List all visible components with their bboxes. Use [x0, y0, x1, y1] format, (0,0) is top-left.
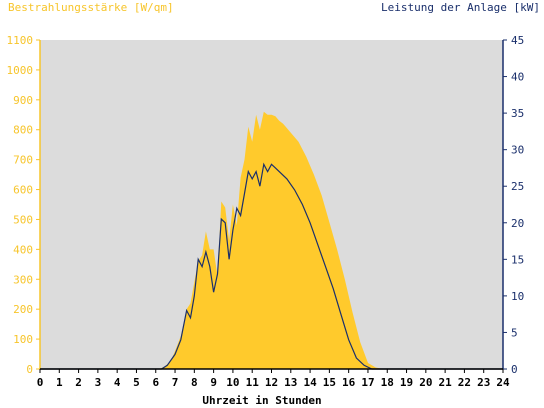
x-tick-label: 10	[226, 376, 239, 389]
x-tick-label: 19	[400, 376, 413, 389]
x-tick-label: 11	[246, 376, 260, 389]
right-tick-label: 40	[511, 71, 524, 84]
right-tick-label: 20	[511, 217, 524, 230]
x-tick-label: 0	[37, 376, 44, 389]
left-tick-label: 600	[13, 184, 33, 197]
right-tick-label: 5	[511, 326, 518, 339]
right-tick-label: 15	[511, 253, 524, 266]
x-axis-label: Uhrzeit in Stunden	[202, 394, 321, 407]
x-tick-label: 2	[75, 376, 82, 389]
x-tick-label: 21	[439, 376, 453, 389]
left-tick-label: 700	[13, 154, 33, 167]
x-tick-label: 16	[342, 376, 356, 389]
left-tick-label: 900	[13, 94, 33, 107]
left-tick-label: 1000	[7, 64, 34, 77]
right-axis-title: Leistung der Anlage [kW]	[381, 1, 540, 14]
x-tick-label: 22	[458, 376, 471, 389]
x-tick-label: 9	[210, 376, 217, 389]
right-tick-label: 35	[511, 107, 524, 120]
left-tick-label: 1100	[7, 34, 34, 47]
irradiance-area	[40, 111, 503, 370]
x-tick-label: 5	[133, 376, 140, 389]
left-tick-label: 200	[13, 303, 33, 316]
power-line	[40, 162, 503, 370]
left-tick-label: 0	[26, 363, 33, 376]
x-tick-label: 3	[95, 376, 102, 389]
x-tick-label: 13	[284, 376, 297, 389]
left-tick-label: 500	[13, 213, 33, 226]
x-tick-label: 8	[191, 376, 198, 389]
x-tick-label: 20	[419, 376, 432, 389]
x-tick-label: 17	[361, 376, 374, 389]
x-tick-label: 4	[114, 376, 121, 389]
left-tick-label: 800	[13, 124, 33, 137]
x-tick-label: 15	[323, 376, 336, 389]
left-axis-title: Bestrahlungsstärke [W/qm]	[8, 1, 174, 14]
x-tick-label: 12	[265, 376, 278, 389]
x-tick-label: 24	[496, 376, 510, 389]
left-tick-label: 100	[13, 333, 33, 346]
right-tick-label: 45	[511, 34, 524, 47]
x-tick-label: 1	[56, 376, 63, 389]
x-tick-label: 7	[172, 376, 179, 389]
right-tick-label: 10	[511, 290, 524, 303]
x-tick-label: 14	[303, 376, 317, 389]
right-tick-label: 30	[511, 144, 524, 157]
right-tick-label: 0	[511, 363, 518, 376]
left-tick-label: 300	[13, 273, 33, 286]
x-tick-label: 6	[152, 376, 159, 389]
x-tick-label: 23	[477, 376, 490, 389]
right-tick-label: 25	[511, 180, 524, 193]
left-tick-label: 400	[13, 243, 33, 256]
x-tick-label: 18	[381, 376, 394, 389]
